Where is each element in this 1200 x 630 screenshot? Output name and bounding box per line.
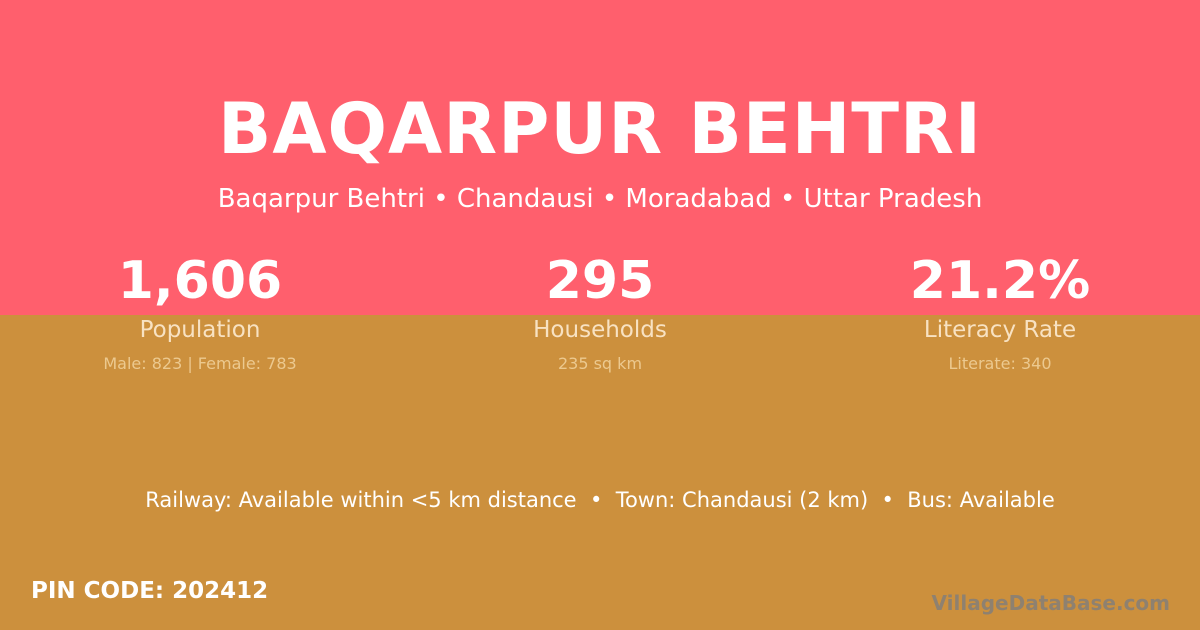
connectivity-info: Railway: Available within <5 km distance… — [145, 488, 1055, 512]
stat-label: Population — [139, 317, 261, 343]
stat-literacy: 21.2% Literacy Rate Literate: 340 — [800, 248, 1200, 376]
stat-label: Literacy Rate — [923, 317, 1077, 343]
stat-value: 1,606 — [117, 251, 283, 311]
stat-label: Households — [533, 317, 667, 343]
stat-value: 21.2% — [909, 251, 1091, 311]
stat-households: 295 Households 235 sq km — [400, 248, 800, 376]
location-breadcrumb: Baqarpur Behtri • Chandausi • Moradabad … — [217, 184, 983, 214]
stat-detail: Literate: 340 — [948, 354, 1052, 373]
stat-value: 295 — [545, 251, 655, 311]
stat-detail: Male: 823 | Female: 783 — [103, 354, 297, 373]
header-band — [0, 0, 1200, 315]
page-title: BAQARPUR BEHTRI — [218, 88, 982, 170]
brand-logo: VillageDataBase.com — [931, 591, 1170, 615]
pin-code: PIN CODE: 202412 — [31, 578, 269, 604]
stat-detail: 235 sq km — [557, 354, 643, 373]
stat-population: 1,606 Population Male: 823 | Female: 783 — [0, 248, 400, 376]
